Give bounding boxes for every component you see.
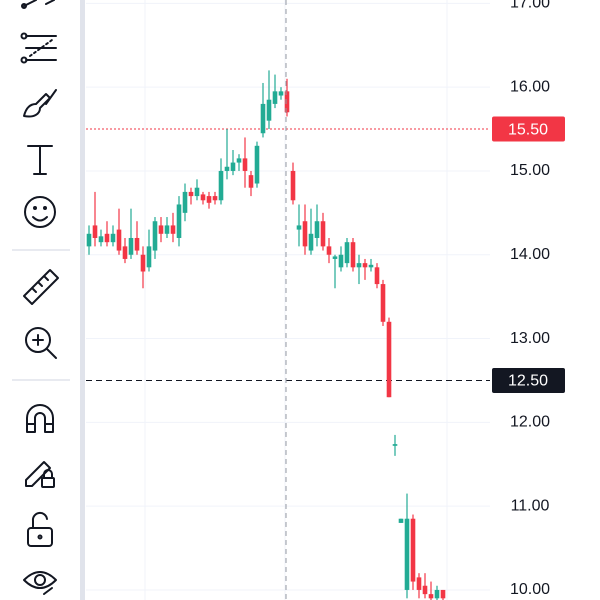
candle-body <box>302 221 308 247</box>
y-tick-label: 12.00 <box>510 414 550 431</box>
brush-tool[interactable] <box>23 89 57 118</box>
candle-body <box>104 233 110 243</box>
candle-body <box>380 284 386 322</box>
candle-body <box>272 91 278 104</box>
candle-body <box>290 170 296 201</box>
candle-body <box>296 225 302 230</box>
candle-body <box>182 191 188 213</box>
candle-body <box>194 187 200 197</box>
candle-body <box>392 444 398 446</box>
panel-divider <box>80 0 85 600</box>
candle-body <box>230 162 236 171</box>
candle-body <box>266 99 272 121</box>
y-tick-label: 11.00 <box>511 497 550 514</box>
candle-body <box>350 242 356 268</box>
candle-body <box>356 263 362 268</box>
candle-body <box>176 204 182 238</box>
candle-body <box>248 175 254 188</box>
candle-body <box>428 594 434 599</box>
candle-body <box>218 170 224 201</box>
candle-body <box>212 196 218 201</box>
candle-body <box>164 225 170 234</box>
price-label-box <box>492 116 565 142</box>
candle-body <box>422 585 428 595</box>
candle-body <box>314 221 320 238</box>
candle-body <box>140 254 146 272</box>
candle-body <box>338 254 344 268</box>
plot-area <box>86 0 490 600</box>
y-tick-label: 15.00 <box>510 162 550 179</box>
y-tick-label: 17.00 <box>510 0 550 12</box>
candle-body <box>308 233 314 251</box>
visibility[interactable] <box>23 571 57 595</box>
crosshair-label: 12.50 <box>508 373 548 390</box>
candle-body <box>326 246 332 255</box>
y-tick-label: 10.00 <box>510 581 550 598</box>
candle-body <box>416 577 422 590</box>
lock-drawings[interactable] <box>25 461 55 488</box>
candle-body <box>410 518 416 582</box>
candle-body <box>122 246 128 259</box>
y-tick-label: 14.00 <box>510 246 550 263</box>
candle-body <box>362 263 368 268</box>
candle-body <box>386 321 392 398</box>
candle-body <box>86 233 92 247</box>
candle-body <box>188 191 194 197</box>
candle-body <box>200 194 206 201</box>
candle-body <box>146 246 152 268</box>
candle-body <box>398 518 404 523</box>
candle-body <box>434 589 440 599</box>
magnet-tool[interactable] <box>26 404 54 433</box>
candle-body <box>368 264 374 268</box>
candle-body <box>278 91 284 96</box>
candle-body <box>236 158 242 163</box>
candle-body <box>206 196 212 203</box>
ruler-tool[interactable] <box>23 269 59 305</box>
candle-body <box>170 225 176 234</box>
candle-body <box>242 158 248 171</box>
candle-body <box>92 225 98 238</box>
emoji-tool[interactable] <box>24 196 56 228</box>
candle-body <box>224 166 230 171</box>
toolbar <box>12 0 70 595</box>
zoom-tool[interactable] <box>25 327 57 359</box>
candle-body <box>404 518 410 590</box>
text-tool[interactable] <box>27 145 53 175</box>
trend-tool[interactable] <box>21 0 55 9</box>
y-tick-label: 16.00 <box>510 78 550 95</box>
candle-body <box>128 237 134 255</box>
candle-body <box>158 225 164 234</box>
price-label: 15.50 <box>508 121 548 138</box>
fib-tool[interactable] <box>20 32 57 64</box>
unlock[interactable] <box>27 511 53 547</box>
candle-body <box>152 221 158 251</box>
candle-body <box>344 242 350 264</box>
candle-body <box>260 103 266 134</box>
candle-body <box>374 267 380 285</box>
candle-body <box>110 233 116 243</box>
candle-body <box>116 229 122 251</box>
candle-body <box>440 589 446 599</box>
crosshair-label-box <box>492 367 565 393</box>
candle-body <box>134 237 140 251</box>
candle-body <box>254 145 260 184</box>
y-tick-label: 13.00 <box>510 330 550 347</box>
candle-body <box>98 236 104 243</box>
candle-body <box>284 91 290 113</box>
candle-body <box>332 256 338 259</box>
candle-body <box>320 221 326 247</box>
